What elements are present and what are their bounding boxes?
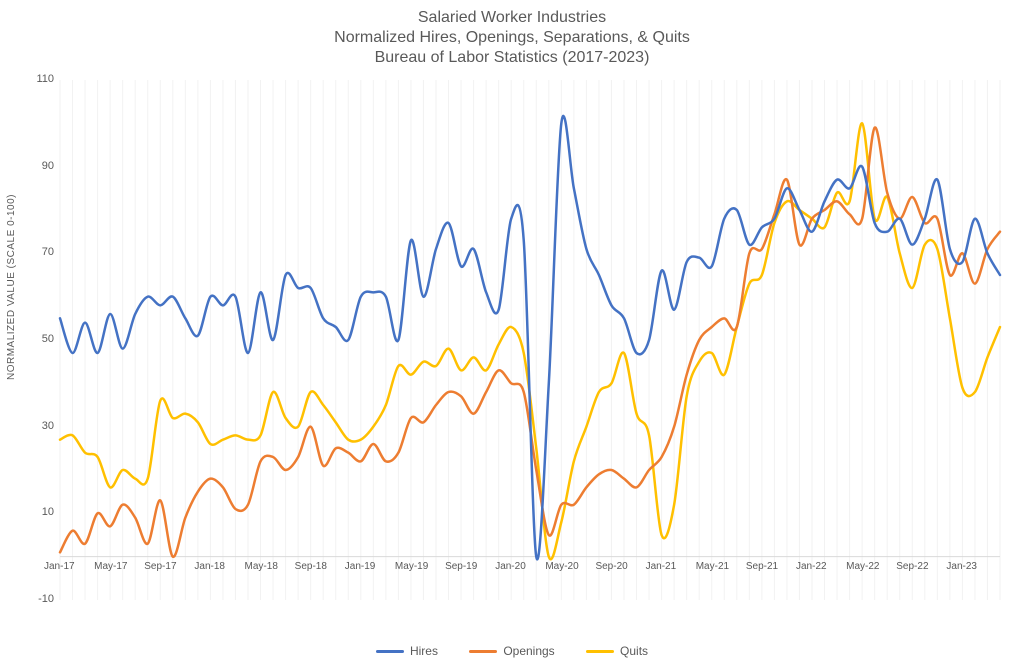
title-line-3: Bureau of Labor Statistics (2017-2023): [0, 48, 1024, 68]
x-tick: May-22: [846, 561, 879, 572]
y-axis-title: NORMALIZED VALUE (SCALE 0-100): [6, 194, 17, 380]
x-tick: Jan-18: [194, 561, 225, 572]
legend-item-hires: Hires: [376, 644, 438, 658]
x-tick: May-20: [545, 561, 578, 572]
x-tick: Jan-19: [345, 561, 376, 572]
legend-label-quits: Quits: [620, 644, 648, 658]
title-line-1: Salaried Worker Industries: [0, 8, 1024, 28]
legend-swatch-openings: [469, 650, 497, 653]
y-tick: 70: [24, 246, 54, 258]
y-tick: 110: [24, 73, 54, 85]
x-tick: Sep-17: [144, 561, 176, 572]
x-tick: Jan-21: [646, 561, 677, 572]
x-tick: Sep-19: [445, 561, 477, 572]
chart-container: Salaried Worker Industries Normalized Hi…: [0, 0, 1024, 662]
chart-title: Salaried Worker Industries Normalized Hi…: [0, 8, 1024, 68]
legend-label-openings: Openings: [503, 644, 554, 658]
y-tick: -10: [24, 593, 54, 605]
y-tick: 90: [24, 160, 54, 172]
x-tick: May-17: [94, 561, 127, 572]
legend-swatch-quits: [586, 650, 614, 653]
x-tick: Sep-22: [896, 561, 928, 572]
y-tick: 10: [24, 506, 54, 518]
title-line-2: Normalized Hires, Openings, Separations,…: [0, 28, 1024, 48]
x-tick: Jan-20: [495, 561, 526, 572]
legend-item-quits: Quits: [586, 644, 648, 658]
x-tick: Jan-17: [44, 561, 75, 572]
legend-label-hires: Hires: [410, 644, 438, 658]
x-tick: Sep-21: [746, 561, 778, 572]
y-tick: 50: [24, 333, 54, 345]
x-tick: Jan-22: [796, 561, 827, 572]
y-tick: 30: [24, 420, 54, 432]
x-tick: May-18: [245, 561, 278, 572]
x-tick: May-19: [395, 561, 428, 572]
x-tick: Jan-23: [946, 561, 977, 572]
x-tick: Sep-20: [595, 561, 627, 572]
x-tick: Sep-18: [295, 561, 327, 572]
legend-swatch-hires: [376, 650, 404, 653]
legend: Hires Openings Quits: [0, 642, 1024, 659]
legend-item-openings: Openings: [469, 644, 554, 658]
x-tick: May-21: [696, 561, 729, 572]
